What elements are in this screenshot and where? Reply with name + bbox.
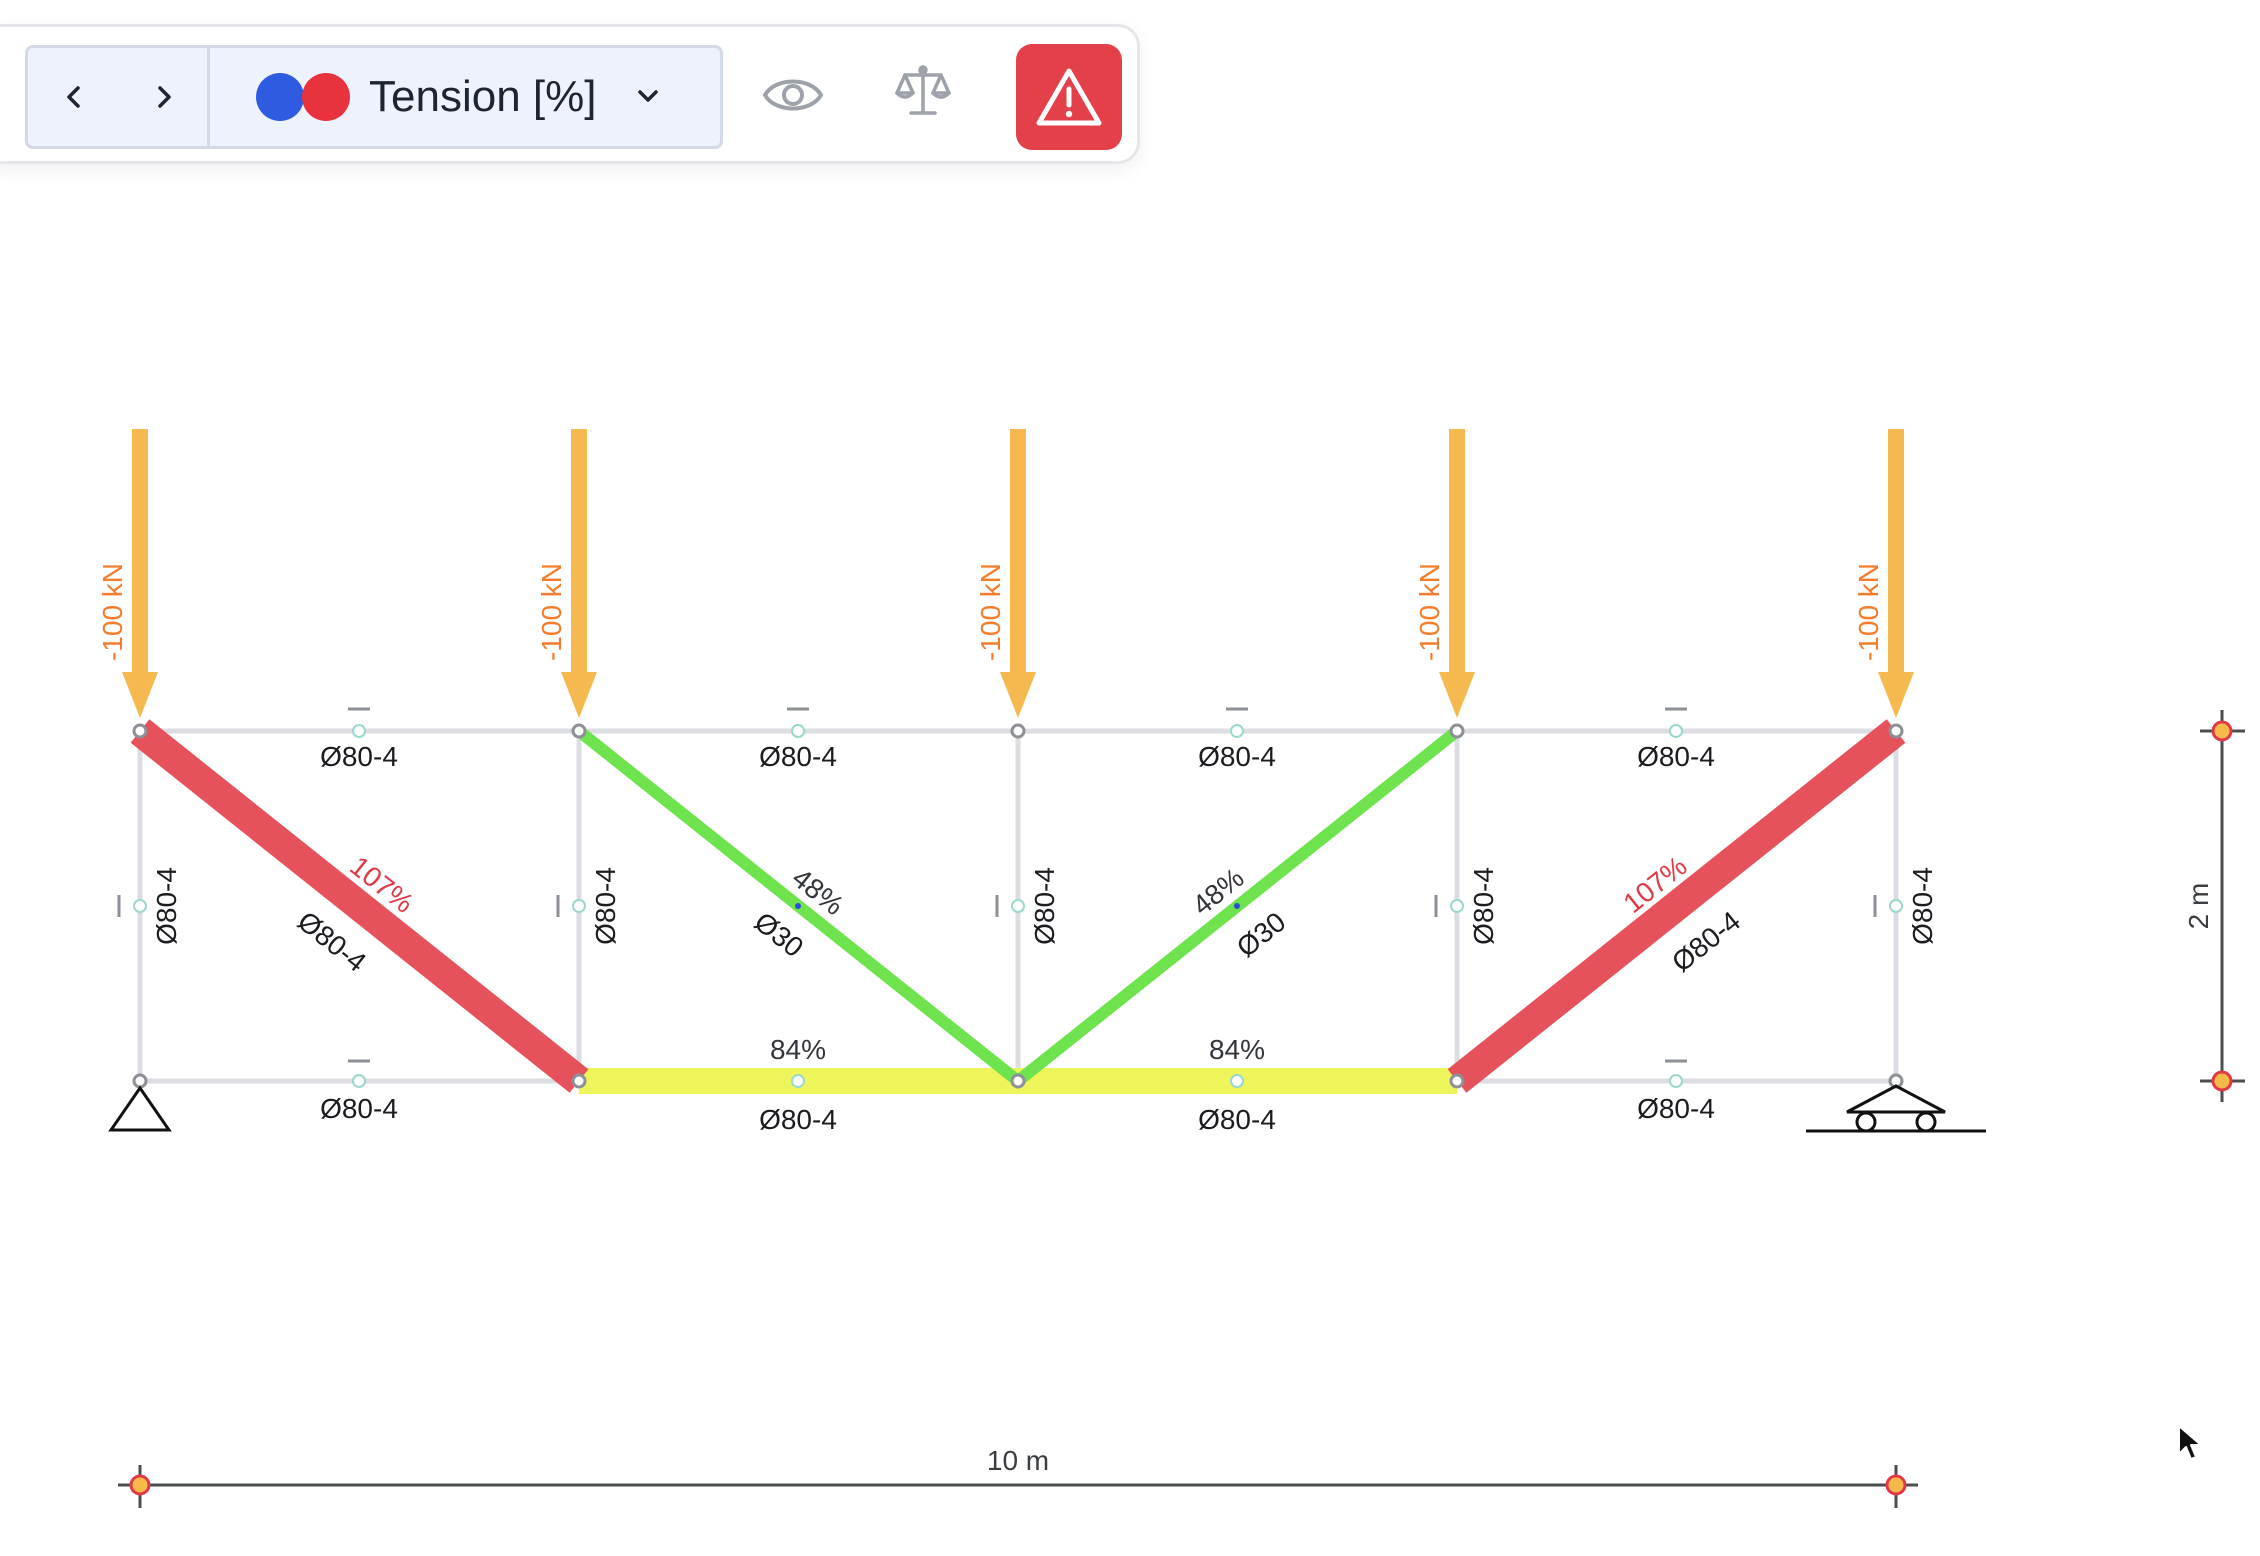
joint[interactable] xyxy=(1449,723,1465,739)
diagonal-utilization-label: 48% xyxy=(1187,862,1250,921)
diagonal-member-4[interactable] xyxy=(1447,719,1906,1093)
height-dimension-label: 2 m xyxy=(2183,883,2214,930)
bottom-chord-section-label: Ø80-4 xyxy=(759,1104,837,1135)
vertical-section-label: Ø80-4 xyxy=(1907,867,1938,945)
legend-dot-red xyxy=(302,73,350,121)
bottom-chord-section-label: Ø80-4 xyxy=(320,1093,398,1124)
height-dimension: 2 m xyxy=(2183,710,2245,1102)
diagonal-section-label: Ø30 xyxy=(1231,906,1292,963)
vertical-section-label: Ø80-4 xyxy=(1468,867,1499,945)
vertical-section-label: Ø80-4 xyxy=(151,867,182,945)
balance-scale-icon[interactable] xyxy=(891,59,955,123)
warning-button[interactable] xyxy=(1016,44,1122,150)
vertical-section-label: Ø80-4 xyxy=(1029,867,1060,945)
joint[interactable] xyxy=(1888,723,1904,739)
next-result-button[interactable] xyxy=(120,48,208,146)
diagonal-utilization-label: 48% xyxy=(786,862,849,921)
chevron-left-icon xyxy=(67,86,80,108)
diagonal-midpoint xyxy=(1234,903,1240,909)
joint[interactable] xyxy=(132,1073,148,1089)
diagonal-midpoint xyxy=(795,903,801,909)
joints xyxy=(132,723,1904,1089)
result-toolbar: Tension [%] xyxy=(0,24,1140,164)
load-arrow[interactable] xyxy=(561,429,597,718)
load-label: -100 kN xyxy=(1414,563,1445,661)
load-arrow[interactable] xyxy=(1000,429,1036,718)
legend-dot-blue xyxy=(256,73,304,121)
top-chord-section-label: Ø80-4 xyxy=(320,741,398,772)
pinned-support[interactable] xyxy=(108,1085,172,1132)
bottom-chord-section-label: Ø80-4 xyxy=(1637,1093,1715,1124)
member-midpoints xyxy=(133,724,1903,1088)
dimension-handle[interactable] xyxy=(2211,720,2233,742)
navigation-group xyxy=(25,45,211,149)
top-chord-section-label: Ø80-4 xyxy=(1637,741,1715,772)
mouse-cursor-icon xyxy=(2178,1425,2202,1460)
midpoint-marker[interactable] xyxy=(791,724,805,738)
load-arrows xyxy=(122,429,1914,718)
eye-icon[interactable] xyxy=(761,69,825,121)
vertical-section-label: Ø80-4 xyxy=(590,867,621,945)
midpoint-marker[interactable] xyxy=(1450,899,1464,913)
warning-icon xyxy=(1036,68,1102,126)
width-dimension-label: 10 m xyxy=(987,1445,1049,1476)
midpoint-marker[interactable] xyxy=(1230,724,1244,738)
load-label: -100 kN xyxy=(975,563,1006,661)
midpoint-marker[interactable] xyxy=(1889,899,1903,913)
midpoint-marker[interactable] xyxy=(791,1074,805,1088)
load-arrow[interactable] xyxy=(1878,429,1914,718)
chevron-right-icon xyxy=(158,86,171,108)
joint[interactable] xyxy=(132,723,148,739)
midpoint-marker[interactable] xyxy=(572,899,586,913)
midpoint-marker[interactable] xyxy=(1669,1074,1683,1088)
midpoint-marker[interactable] xyxy=(1669,724,1683,738)
joint[interactable] xyxy=(1010,1073,1026,1089)
load-arrow[interactable] xyxy=(1439,429,1475,718)
dimension-handle[interactable] xyxy=(1885,1474,1907,1496)
dimension-handle[interactable] xyxy=(129,1474,151,1496)
previous-result-button[interactable] xyxy=(30,48,118,146)
diagonal-member-1[interactable] xyxy=(130,719,589,1093)
dimension-handle[interactable] xyxy=(2211,1070,2233,1092)
result-mode-label: Tension [%] xyxy=(369,72,597,121)
joint[interactable] xyxy=(1010,723,1026,739)
width-dimension: 10 m xyxy=(118,1445,1918,1508)
midpoint-marker[interactable] xyxy=(133,899,147,913)
load-label: -100 kN xyxy=(536,563,567,661)
bottom-chord-section-label: Ø80-4 xyxy=(1198,1104,1276,1135)
result-mode-dropdown[interactable]: Tension [%] xyxy=(207,45,723,149)
load-label: -100 kN xyxy=(1853,563,1884,661)
bottom-chord-utilization-label: 84% xyxy=(770,1034,826,1065)
midpoint-marker[interactable] xyxy=(1230,1074,1244,1088)
joint[interactable] xyxy=(571,1073,587,1089)
bottom-chord-utilization-label: 84% xyxy=(1209,1034,1265,1065)
top-chord-section-label: Ø80-4 xyxy=(759,741,837,772)
roller-support[interactable] xyxy=(1806,1084,1986,1133)
joint[interactable] xyxy=(1449,1073,1465,1089)
load-label: -100 kN xyxy=(97,563,128,661)
midpoint-marker[interactable] xyxy=(352,1074,366,1088)
load-arrow[interactable] xyxy=(122,429,158,718)
midpoint-marker[interactable] xyxy=(352,724,366,738)
joint[interactable] xyxy=(571,723,587,739)
load-labels: -100 kN -100 kN -100 kN -100 kN -100 kN xyxy=(97,563,1884,661)
midpoint-marker[interactable] xyxy=(1011,899,1025,913)
member-ticks xyxy=(117,707,1877,1063)
chevron-down-icon xyxy=(638,90,658,102)
top-chord-section-label: Ø80-4 xyxy=(1198,741,1276,772)
